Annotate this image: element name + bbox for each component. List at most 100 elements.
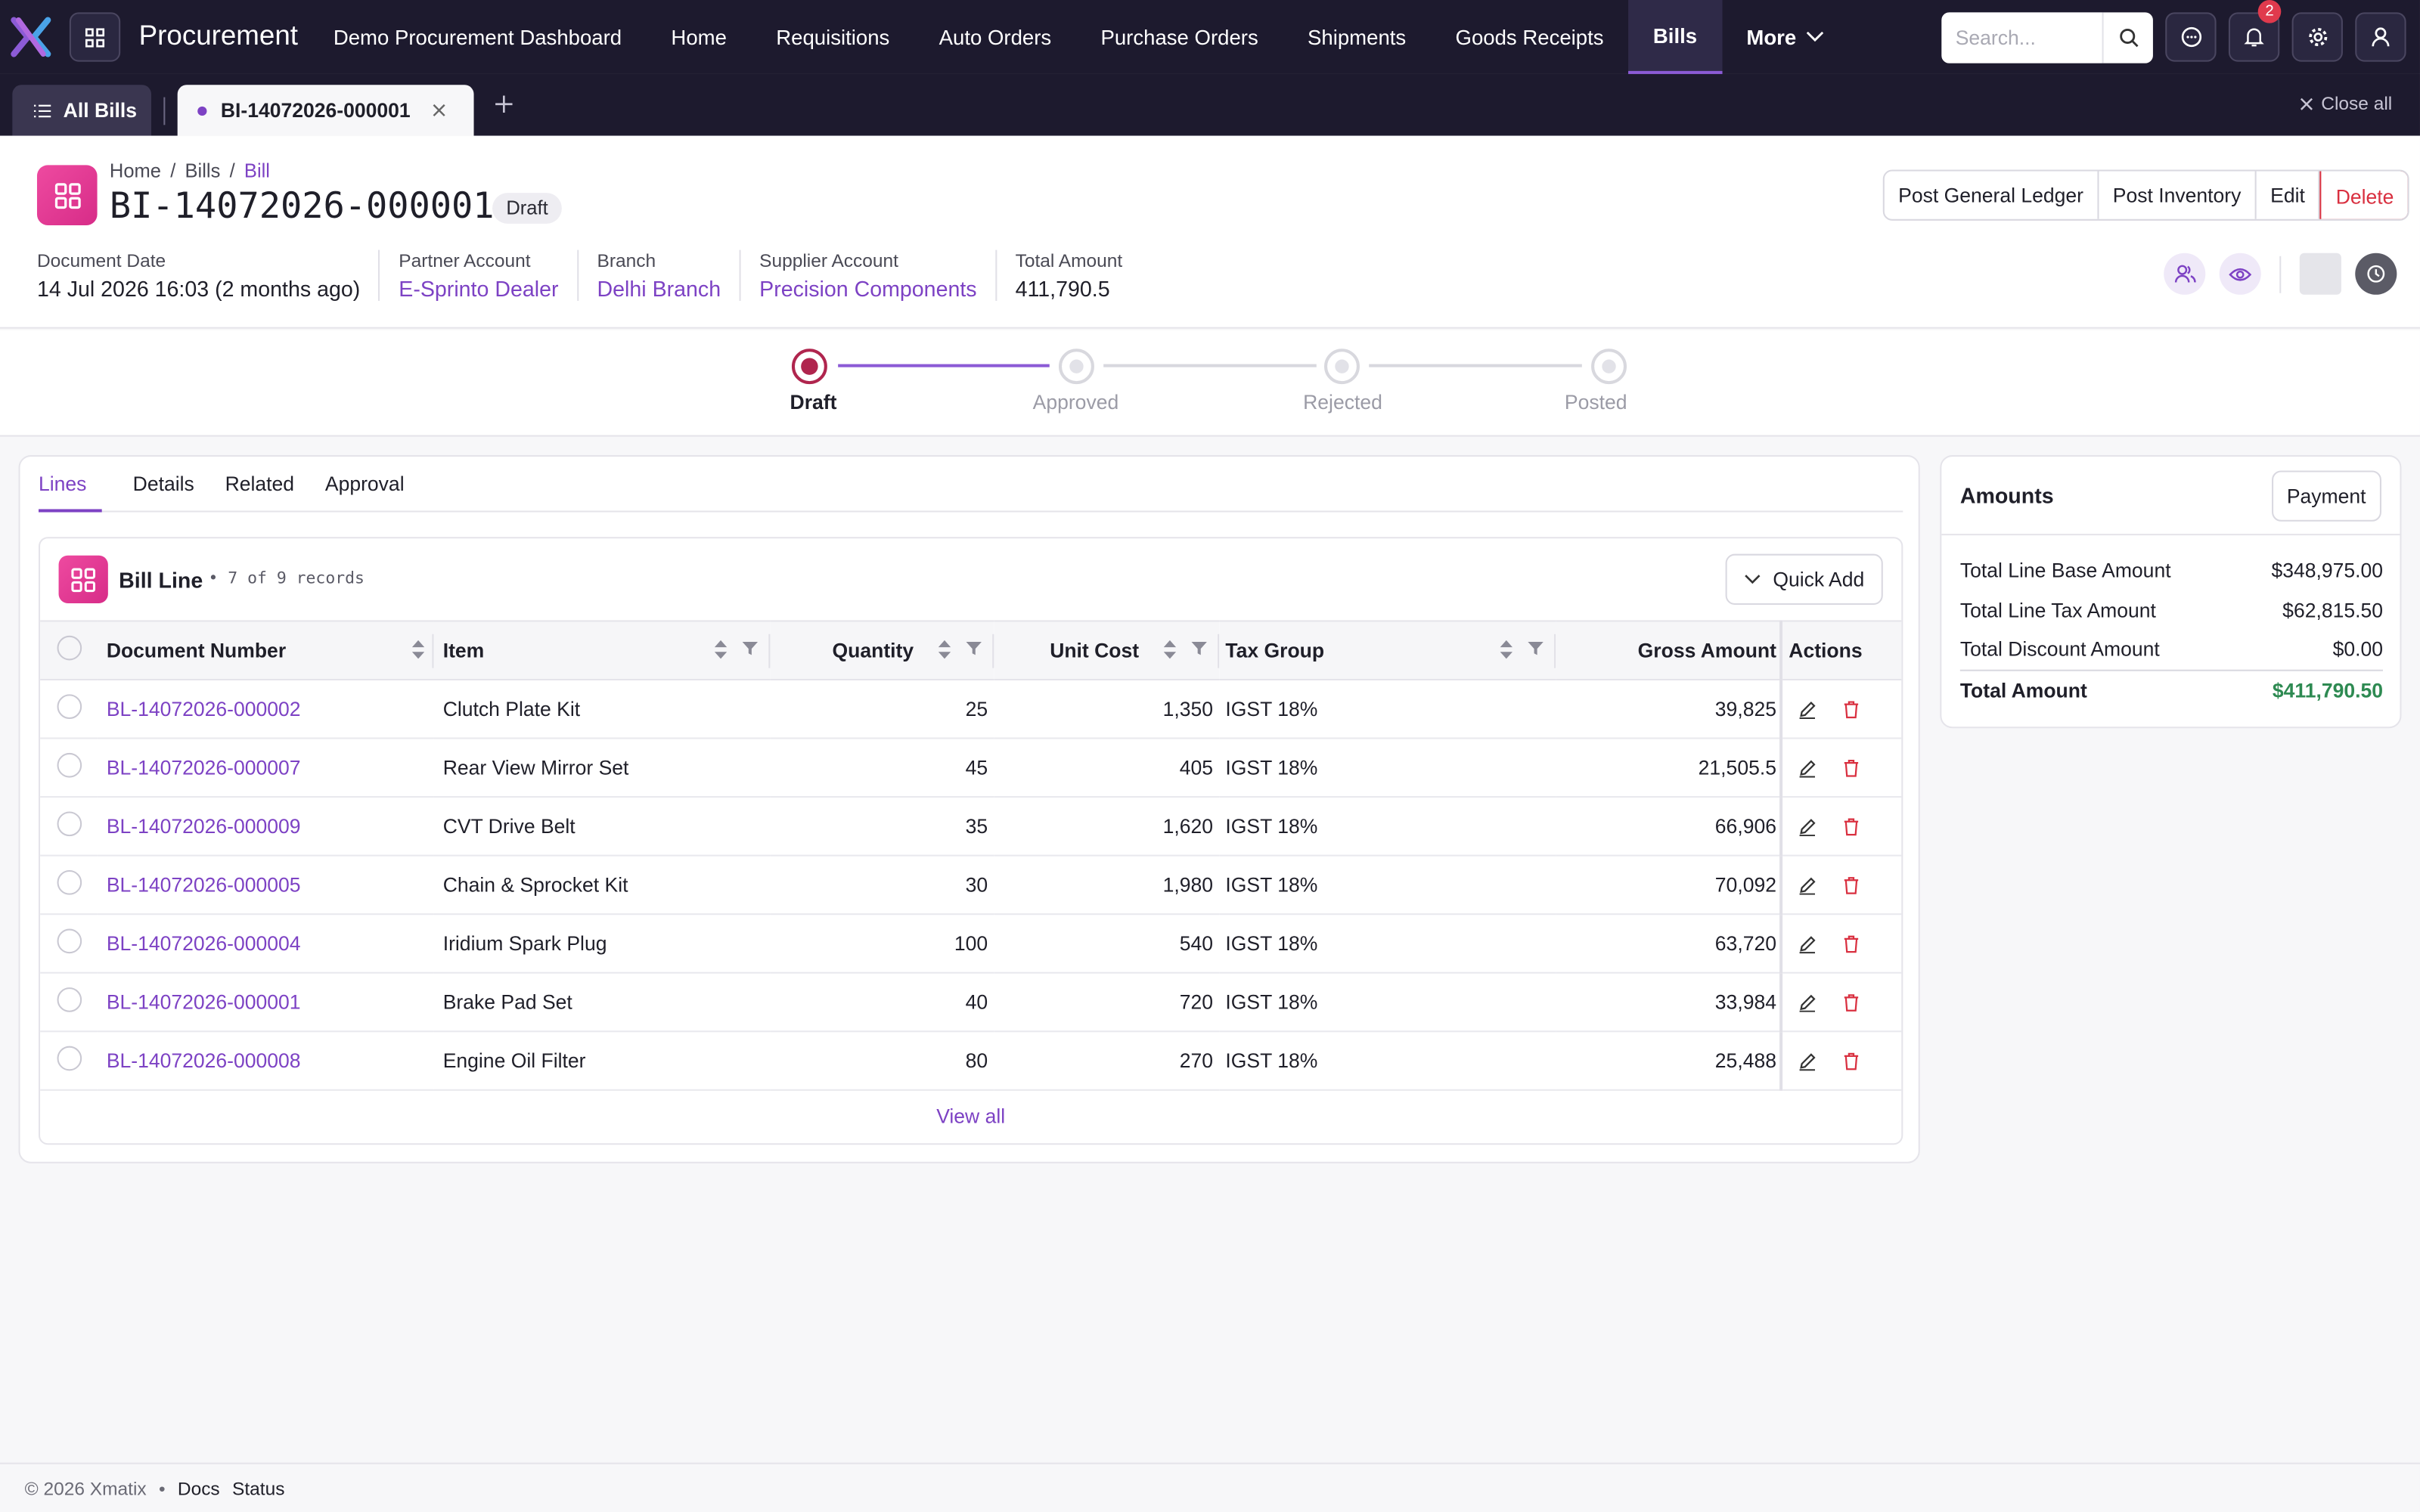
apps-menu-button[interactable] [69,12,121,62]
document-number-link[interactable]: BL-14072026-000005 [97,855,434,916]
close-all-tabs-button[interactable]: Close all [2300,92,2392,114]
sort-icon[interactable] [411,640,425,659]
edit-icon[interactable] [1798,1052,1817,1070]
row-checkbox[interactable] [57,694,82,720]
document-number-link[interactable]: BL-14072026-000008 [97,1031,434,1091]
trash-icon[interactable] [1843,758,1860,776]
edit-icon[interactable] [1798,700,1817,718]
assign-users-button[interactable] [2164,253,2206,295]
post-general-ledger-button[interactable]: Post General Ledger [1885,171,2099,219]
add-tab-icon[interactable] [494,94,514,114]
row-checkbox[interactable] [57,987,82,1012]
quick-add-button[interactable]: Quick Add [1725,553,1883,605]
nav-item-requisitions[interactable]: Requisitions [776,25,890,49]
tab-details[interactable]: Details [132,472,194,496]
breadcrumb-bill[interactable]: Bill [244,160,270,182]
watch-button[interactable] [2219,253,2261,295]
tab-all-bills[interactable]: All Bills [12,85,151,136]
sort-icon[interactable] [1500,640,1512,659]
column-header-quantity[interactable]: Quantity [770,620,994,680]
payment-button[interactable]: Payment [2271,470,2381,522]
settings-button[interactable] [2291,12,2343,62]
nav-item-goods-receipts[interactable]: Goods Receipts [1455,25,1604,49]
column-header-unit-cost[interactable]: Unit Cost [994,620,1220,680]
unit-cost-cell: 1,620 [994,797,1220,857]
nav-item-dashboard[interactable]: Demo Procurement Dashboard [333,25,622,49]
gross-amount-cell: 21,505.5 [1556,738,1782,798]
nav-item-shipments[interactable]: Shipments [1308,25,1407,49]
trash-icon[interactable] [1843,993,1860,1011]
grid-icon [85,27,105,47]
sort-icon[interactable] [714,640,728,659]
gross-amount-cell: 66,906 [1556,797,1782,857]
document-number-link[interactable]: BL-14072026-000007 [97,738,434,798]
document-number-link[interactable]: BL-14072026-000002 [97,679,434,739]
document-number-link[interactable]: BL-14072026-000009 [97,797,434,857]
filter-icon[interactable] [966,640,982,655]
trash-icon[interactable] [1843,700,1860,718]
column-header-item[interactable]: Item [433,620,771,680]
nav-item-bills[interactable]: Bills [1628,0,1722,74]
docs-link[interactable]: Docs [177,1478,220,1500]
step-rejected-indicator [1324,349,1360,385]
branch-link[interactable]: Delhi Branch [597,276,721,301]
tab-current-bill[interactable]: BI-14072026-000001 [177,85,474,136]
sort-icon[interactable] [938,640,951,659]
amounts-divider [1941,534,2400,536]
nav-item-home[interactable]: Home [671,25,727,49]
table-row: BL-14072026-000007 Rear View Mirror Set 45… [40,738,1902,798]
partner-account-link[interactable]: E-Sprinto Dealer [399,276,559,301]
search-button[interactable] [2102,12,2153,64]
filter-icon[interactable] [1191,640,1207,655]
chat-button[interactable] [2165,12,2217,62]
tab-related[interactable]: Related [225,472,295,496]
column-header-gross-amount[interactable]: Gross Amount [1556,620,1782,680]
color-swatch[interactable] [2299,253,2341,295]
edit-icon[interactable] [1798,817,1817,836]
nav-item-more[interactable]: More [1722,0,1849,74]
sort-icon[interactable] [1163,640,1177,659]
search-input[interactable] [1941,12,2102,64]
record-count: • 7 of 9 records [208,569,365,588]
select-all-checkbox[interactable] [57,635,82,661]
filter-icon[interactable] [1528,640,1544,655]
trash-icon[interactable] [1843,817,1860,835]
history-button[interactable] [2355,253,2397,295]
close-tab-icon[interactable] [432,104,445,117]
status-link[interactable]: Status [232,1478,285,1500]
bill-lines-table: Document Number Item Quantity Unit Cost … [40,620,1902,1091]
xmatix-logo-icon[interactable] [9,15,52,58]
row-checkbox[interactable] [57,870,82,895]
edit-icon[interactable] [1798,934,1817,953]
edit-icon[interactable] [1798,875,1817,894]
post-inventory-button[interactable]: Post Inventory [2099,171,2257,219]
row-checkbox[interactable] [57,1046,82,1071]
breadcrumb-bills[interactable]: Bills [185,160,221,182]
delete-button[interactable]: Delete [2320,171,2408,219]
document-number-link[interactable]: BL-14072026-000004 [97,914,434,974]
column-header-document-number[interactable]: Document Number [97,620,434,680]
notifications-button[interactable]: 2 [2228,0,2282,62]
supplier-account-link[interactable]: Precision Components [759,276,977,301]
step-posted-indicator [1591,349,1627,385]
edit-icon[interactable] [1798,993,1817,1012]
trash-icon[interactable] [1843,1052,1860,1070]
nav-item-auto-orders[interactable]: Auto Orders [939,25,1052,49]
row-checkbox[interactable] [57,811,82,837]
row-checkbox[interactable] [57,752,82,778]
document-number-link[interactable]: BL-14072026-000001 [97,972,434,1033]
row-select-cell [40,738,98,798]
tab-approval[interactable]: Approval [324,472,405,496]
breadcrumb-home[interactable]: Home [109,160,161,182]
view-all-link[interactable]: View all [936,1105,1006,1128]
nav-item-purchase-orders[interactable]: Purchase Orders [1100,25,1258,49]
user-menu-button[interactable] [2355,12,2406,62]
column-header-tax-group[interactable]: Tax Group [1219,620,1556,680]
trash-icon[interactable] [1843,934,1860,953]
edit-icon[interactable] [1798,758,1817,777]
edit-button[interactable]: Edit [2257,171,2321,219]
row-checkbox[interactable] [57,928,82,954]
filter-icon[interactable] [742,640,759,655]
trash-icon[interactable] [1843,875,1860,894]
tab-lines[interactable]: Lines [39,472,102,513]
